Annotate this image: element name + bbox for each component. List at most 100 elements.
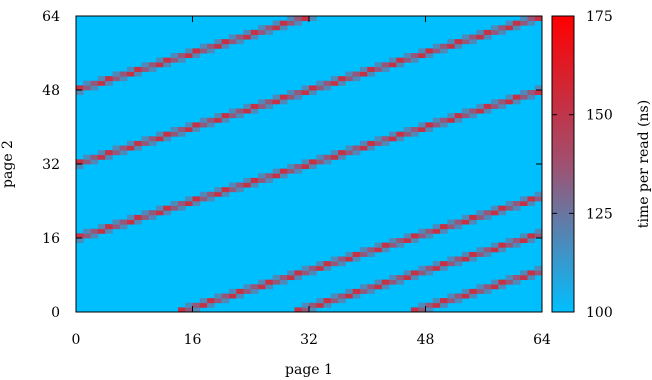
heatmap-cell xyxy=(425,270,434,276)
heatmap-cell xyxy=(294,275,303,281)
heatmap-cell xyxy=(301,265,310,271)
heatmap-cell xyxy=(105,80,113,86)
heatmap-cell xyxy=(330,256,339,262)
colorbar-ticks: 100 125 150 175 xyxy=(552,9,613,321)
heatmap-cell xyxy=(207,117,215,123)
heatmap-cell xyxy=(258,177,266,183)
heatmap-cell xyxy=(163,57,172,63)
heatmap-cell xyxy=(236,182,244,188)
heatmap-cell xyxy=(512,279,521,285)
heatmap-cell xyxy=(207,48,215,54)
heatmap-cell xyxy=(243,108,252,114)
heatmap-cell xyxy=(207,191,215,197)
heatmap-cell xyxy=(294,168,303,174)
heatmap-cell xyxy=(512,20,521,26)
heatmap-cell xyxy=(512,242,521,248)
heatmap-cell xyxy=(520,270,528,276)
heatmap-cell xyxy=(498,284,506,290)
heatmap-cell xyxy=(483,214,492,220)
heatmap-cell xyxy=(272,99,281,105)
heatmap-cell xyxy=(192,127,201,133)
heatmap-cell xyxy=(534,196,543,202)
heatmap-cell xyxy=(126,71,135,77)
heatmap-cell xyxy=(221,298,230,304)
x-axis-ticks: 0 16 32 48 64 xyxy=(72,16,551,348)
heatmap-cell xyxy=(207,298,215,304)
heatmap-cell xyxy=(258,99,266,105)
heatmap-cell xyxy=(491,205,499,211)
heatmap-cell xyxy=(236,34,244,40)
heatmap-cell xyxy=(498,29,506,35)
heatmap-cell xyxy=(367,247,375,253)
heatmap-cell xyxy=(272,173,281,179)
heatmap-cell xyxy=(425,302,434,308)
heatmap-cell xyxy=(403,127,412,133)
heatmap-cell xyxy=(221,117,230,123)
y-tick-label: 48 xyxy=(42,83,60,99)
heatmap-cell xyxy=(185,201,193,207)
heatmap-cell xyxy=(214,187,223,193)
heatmap-cell xyxy=(418,270,426,276)
heatmap-cell xyxy=(527,90,536,96)
heatmap-cell xyxy=(527,20,536,26)
heatmap-cell xyxy=(148,66,157,72)
heatmap-cell xyxy=(418,127,426,133)
heatmap-cell xyxy=(520,90,528,96)
heatmap-cell xyxy=(199,298,208,304)
heatmap-cell xyxy=(265,177,273,183)
heatmap-cell xyxy=(279,275,288,281)
heatmap-cell xyxy=(323,154,332,160)
heatmap-cell xyxy=(105,228,113,234)
heatmap-cell xyxy=(250,34,259,40)
heatmap-cell xyxy=(403,57,412,63)
heatmap-cell xyxy=(177,57,186,63)
heatmap-cell xyxy=(534,90,543,96)
heatmap-cell xyxy=(498,205,506,211)
heatmap-cell xyxy=(316,85,324,91)
heatmap-cell xyxy=(410,233,419,239)
heatmap-cell xyxy=(512,205,521,211)
heatmap-cell xyxy=(141,140,150,146)
heatmap-cell xyxy=(279,25,288,31)
heatmap-cell xyxy=(170,53,179,59)
heatmap-cell xyxy=(287,270,295,276)
heatmap-cell xyxy=(265,279,273,285)
heatmap-cell xyxy=(250,29,259,35)
heatmap-cell xyxy=(207,122,215,128)
heatmap-cell xyxy=(418,228,426,234)
heatmap-cell xyxy=(432,224,441,230)
heatmap-cell xyxy=(432,261,441,267)
heatmap-cell xyxy=(185,122,193,128)
heatmap-cell xyxy=(221,293,230,299)
heatmap-cell xyxy=(199,302,208,308)
heatmap-cell xyxy=(250,182,259,188)
heatmap-cell xyxy=(527,94,536,100)
heatmap-cell xyxy=(483,108,492,114)
heatmap-cell xyxy=(381,242,390,248)
heatmap-cell xyxy=(243,182,252,188)
heatmap-cell xyxy=(410,57,419,63)
heatmap-cell xyxy=(498,103,506,109)
heatmap-cell xyxy=(316,261,324,267)
heatmap-cell xyxy=(148,210,157,216)
heatmap-cell xyxy=(170,57,179,63)
heatmap-cell xyxy=(338,76,346,82)
heatmap-cell xyxy=(141,214,150,220)
heatmap-cell xyxy=(345,288,354,294)
heatmap-cell xyxy=(403,233,412,239)
heatmap-cell xyxy=(359,288,368,294)
heatmap-cell xyxy=(352,145,361,151)
y-tick-label: 16 xyxy=(42,231,60,247)
heatmap-cell xyxy=(309,265,317,271)
heatmap-cell xyxy=(199,43,208,49)
heatmap-cell xyxy=(243,284,252,290)
x-tick-label: 0 xyxy=(72,332,81,348)
heatmap-cell xyxy=(410,275,419,281)
heatmap-cell xyxy=(534,265,543,271)
heatmap-cell xyxy=(134,214,142,220)
heatmap-cell xyxy=(323,302,332,308)
heatmap-cell xyxy=(374,140,383,146)
heatmap-cell xyxy=(454,293,463,299)
heatmap-cell xyxy=(534,233,543,239)
heatmap-cell xyxy=(338,80,346,86)
